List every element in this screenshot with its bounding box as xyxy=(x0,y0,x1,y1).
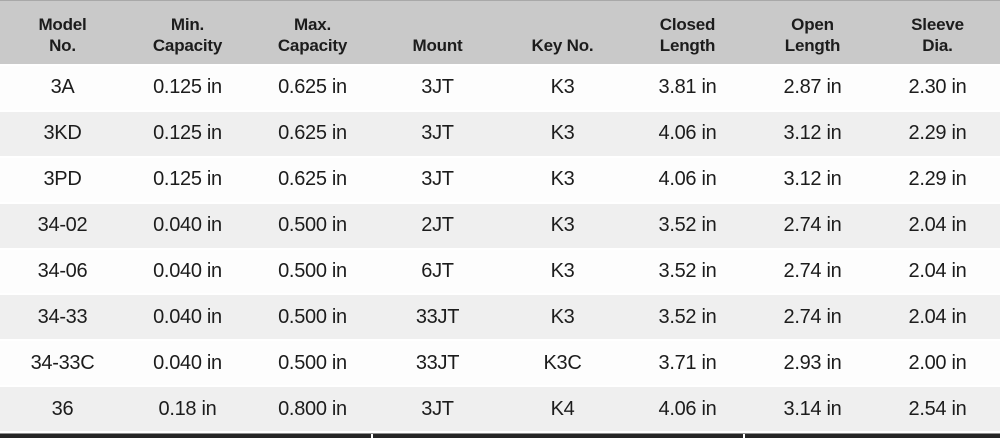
table-row-34-06: 34-06 0.040 in 0.500 in 6JT K3 3.52 in 2.74 in… xyxy=(0,249,1000,294)
cell-key-no: K3 xyxy=(550,259,575,282)
table-row-3A: 3A 0.125 in 0.625 in 3JT K3 3.81 in 2.87 in 2.3… xyxy=(0,66,1000,110)
table-row-3PD: 3PD 0.125 in 0.625 in 3JT K3 4.06 in 3.12 in 2.… xyxy=(0,157,1000,202)
cell-key-no: K3 xyxy=(550,168,575,191)
cell-min-capacity: 0.18 in xyxy=(158,397,217,420)
cell-max-capacity: 0.625 in xyxy=(278,122,347,145)
header-cell-sleeve-dia: Sleeve Dia. xyxy=(875,1,1000,64)
cell-mount: 3JT xyxy=(421,168,454,191)
cell-mount: 33JT xyxy=(415,351,460,374)
cell-open-length: 2.93 in xyxy=(783,351,842,374)
cell-model-no: 3A xyxy=(50,76,75,99)
table-row-34-33C: 34-33C 0.040 in 0.500 in 33JT K3C 3.71 in 2.93… xyxy=(0,341,1000,386)
cell-sleeve-dia: 2.04 in xyxy=(908,214,967,237)
cell-max-capacity: 0.500 in xyxy=(278,214,347,237)
cell-key-no: K3 xyxy=(550,122,575,145)
cell-sleeve-dia: 2.04 in xyxy=(908,259,967,282)
header-label-line: Min. xyxy=(170,15,205,34)
table-row-3KD: 3KD 0.125 in 0.625 in 3JT K3 4.06 in 3.12 in 2.… xyxy=(0,111,1000,156)
cell-mount: 3JT xyxy=(421,397,454,420)
cell-closed-length: 3.52 in xyxy=(658,214,717,237)
header-label-line: Key No. xyxy=(531,36,594,55)
header-label-line: Capacity xyxy=(277,36,348,55)
cell-open-length: 2.74 in xyxy=(783,259,842,282)
cell-closed-length: 3.52 in xyxy=(658,305,717,328)
cell-open-length: 2.87 in xyxy=(783,76,842,99)
header-label-line: Model xyxy=(38,15,87,34)
cell-min-capacity: 0.040 in xyxy=(153,214,222,237)
cell-model-no: 34-33 xyxy=(37,305,88,328)
cell-closed-length: 4.06 in xyxy=(658,122,717,145)
header-cell-closed-length: Closed Length xyxy=(625,1,750,64)
table-header-row: Model No. Min. Capacity Max. Capacity Mount Key… xyxy=(0,0,1000,64)
cell-sleeve-dia: 2.29 in xyxy=(908,168,967,191)
cell-model-no: 34-02 xyxy=(37,214,88,237)
cell-sleeve-dia: 2.29 in xyxy=(908,122,967,145)
header-label-line: Length xyxy=(659,36,716,55)
cell-max-capacity: 0.625 in xyxy=(278,168,347,191)
cell-model-no: 34-33C xyxy=(30,351,95,374)
header-cell-open-length: Open Length xyxy=(750,1,875,64)
cell-open-length: 3.14 in xyxy=(783,397,842,420)
cell-key-no: K3C xyxy=(543,351,582,374)
header-label-line: Length xyxy=(784,36,841,55)
cell-closed-length: 3.52 in xyxy=(658,259,717,282)
cell-max-capacity: 0.500 in xyxy=(278,305,347,328)
cell-closed-length: 3.81 in xyxy=(658,76,717,99)
cell-max-capacity: 0.500 in xyxy=(278,351,347,374)
cell-key-no: K3 xyxy=(550,305,575,328)
cell-model-no: 34-06 xyxy=(37,259,88,282)
header-label-line: Dia. xyxy=(922,36,953,55)
cell-open-length: 3.12 in xyxy=(783,168,842,191)
cell-sleeve-dia: 2.30 in xyxy=(908,76,967,99)
cell-closed-length: 3.71 in xyxy=(658,351,717,374)
cell-min-capacity: 0.125 in xyxy=(153,122,222,145)
header-cell-mount: Mount xyxy=(375,1,500,64)
cell-closed-length: 4.06 in xyxy=(658,168,717,191)
cell-min-capacity: 0.040 in xyxy=(153,351,222,374)
header-cell-model-no: Model No. xyxy=(0,1,125,64)
header-label-line: Open xyxy=(791,15,834,34)
cell-max-capacity: 0.800 in xyxy=(278,397,347,420)
cell-key-no: K3 xyxy=(550,76,575,99)
table-row-34-02: 34-02 0.040 in 0.500 in 2JT K3 3.52 in 2.74 in… xyxy=(0,203,1000,248)
cell-mount: 6JT xyxy=(421,259,454,282)
cell-sleeve-dia: 2.54 in xyxy=(908,397,967,420)
header-cell-min-capacity: Min. Capacity xyxy=(125,1,250,64)
table-bottom-rule xyxy=(0,433,1000,438)
cell-mount: 33JT xyxy=(415,305,460,328)
cell-model-no: 36 xyxy=(51,397,74,420)
cell-mount: 3JT xyxy=(421,76,454,99)
header-label-line: Capacity xyxy=(152,36,223,55)
cell-sleeve-dia: 2.00 in xyxy=(908,351,967,374)
cell-model-no: 3KD xyxy=(43,122,82,145)
cell-max-capacity: 0.500 in xyxy=(278,259,347,282)
table-row-34-33: 34-33 0.040 in 0.500 in 33JT K3 3.52 in 2.74 i… xyxy=(0,295,1000,340)
cell-min-capacity: 0.040 in xyxy=(153,259,222,282)
header-label-line: No. xyxy=(49,36,76,55)
header-label-line: Max. xyxy=(294,15,331,34)
cell-closed-length: 4.06 in xyxy=(658,397,717,420)
cell-min-capacity: 0.040 in xyxy=(153,305,222,328)
cell-open-length: 3.12 in xyxy=(783,122,842,145)
cell-key-no: K3 xyxy=(550,214,575,237)
cell-key-no: K4 xyxy=(550,397,575,420)
header-label-line: Closed xyxy=(659,15,716,34)
cell-open-length: 2.74 in xyxy=(783,214,842,237)
cell-open-length: 2.74 in xyxy=(783,305,842,328)
cell-max-capacity: 0.625 in xyxy=(278,76,347,99)
header-label-line: Mount xyxy=(412,36,463,55)
cell-min-capacity: 0.125 in xyxy=(153,76,222,99)
cell-min-capacity: 0.125 in xyxy=(153,168,222,191)
cell-mount: 3JT xyxy=(421,122,454,145)
header-label-line: Sleeve xyxy=(911,15,964,34)
cell-model-no: 3PD xyxy=(43,168,82,191)
cell-sleeve-dia: 2.04 in xyxy=(908,305,967,328)
header-cell-key-no: Key No. xyxy=(500,1,625,64)
table-row-36: 36 0.18 in 0.800 in 3JT K4 4.06 in 3.14 in 2.54… xyxy=(0,387,1000,431)
cell-mount: 2JT xyxy=(421,214,454,237)
header-cell-max-capacity: Max. Capacity xyxy=(250,1,375,64)
